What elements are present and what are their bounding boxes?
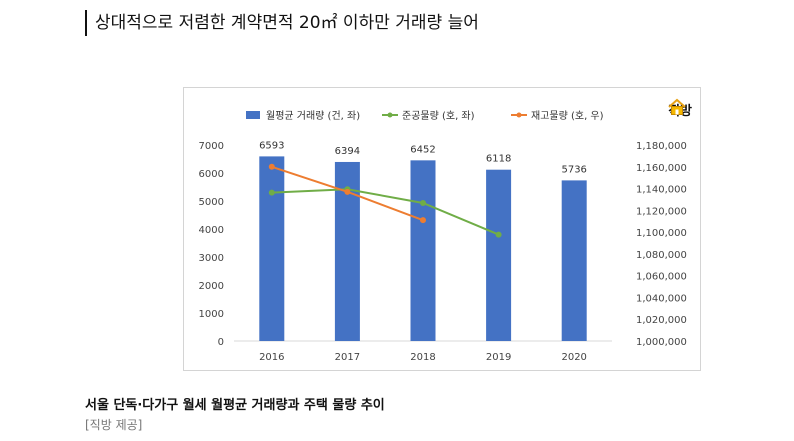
x-tick-label: 2019 [486, 352, 511, 363]
x-tick-label: 2017 [335, 352, 360, 363]
y-right-tick-label: 1,120,000 [636, 206, 687, 217]
supply-series-point [420, 199, 426, 206]
y-left-tick-label: 2000 [199, 281, 224, 292]
y-right-tick-label: 1,020,000 [636, 315, 687, 326]
y-left-tick-label: 0 [218, 337, 224, 348]
chart-caption: 서울 단독·다가구 월세 월평균 거래량과 주택 물량 추이 [85, 398, 385, 413]
y-right-tick-label: 1,180,000 [636, 141, 687, 152]
stock-series-point [420, 217, 426, 224]
headline: 상대적으로 저렴한 계약면적 20㎡ 이하만 거래량 늘어 [85, 10, 479, 36]
legend-swatch-bar [246, 111, 260, 119]
bar-data-label: 6593 [259, 140, 284, 151]
x-tick-label: 2016 [259, 352, 284, 363]
bar [410, 160, 436, 341]
house-icon [668, 98, 686, 115]
supply-series-point [268, 189, 275, 196]
bar-data-label: 5736 [561, 164, 586, 175]
chart-svg: 0 1000 2000 3000 4000 5000 6000 7000 1,000,000 1,… [199, 110, 687, 363]
y-left-tick-label: 1000 [199, 309, 224, 320]
y-right-tick-label: 1,080,000 [636, 250, 687, 261]
legend-label: 월평균 거래량 (건, 좌) [266, 110, 360, 122]
y-left-tick-label: 7000 [199, 141, 224, 152]
bar-data-label: 6118 [486, 154, 511, 165]
bar-data-label: 6394 [335, 146, 360, 157]
y-right-tick-label: 1,140,000 [636, 185, 687, 196]
brand-logo: 직방 [668, 98, 692, 120]
y-right-tick-label: 1,100,000 [636, 228, 687, 239]
legend-swatch-marker [516, 112, 522, 118]
bar-data-label: 6452 [410, 144, 435, 155]
y-right-tick-label: 1,060,000 [636, 272, 687, 283]
y-right-tick-label: 1,000,000 [636, 337, 687, 348]
y-left-tick-label: 3000 [199, 253, 224, 264]
chart-panel: 0 1000 2000 3000 4000 5000 6000 7000 1,000,000 1,… [183, 87, 701, 371]
legend-label: 재고물량 (호, 우) [531, 110, 604, 122]
supply-series-line [271, 188, 499, 236]
x-tick-label: 2018 [410, 352, 435, 363]
stock-series-point [344, 188, 351, 195]
y-left-tick-label: 6000 [199, 169, 224, 180]
x-tick-label: 2020 [561, 352, 586, 363]
supply-series-point [495, 231, 502, 238]
bar [259, 156, 285, 341]
bar [561, 180, 587, 341]
stock-series-point [268, 163, 275, 170]
y-left-tick-label: 4000 [199, 225, 224, 236]
y-right-tick-label: 1,160,000 [636, 163, 687, 174]
bar [486, 169, 512, 341]
y-left-tick-label: 5000 [199, 197, 224, 208]
y-right-tick-label: 1,040,000 [636, 293, 687, 304]
legend-label: 준공물량 (호, 좌) [402, 110, 475, 122]
source-credit: [직방 제공] [85, 418, 143, 432]
legend-swatch-marker [387, 112, 393, 118]
